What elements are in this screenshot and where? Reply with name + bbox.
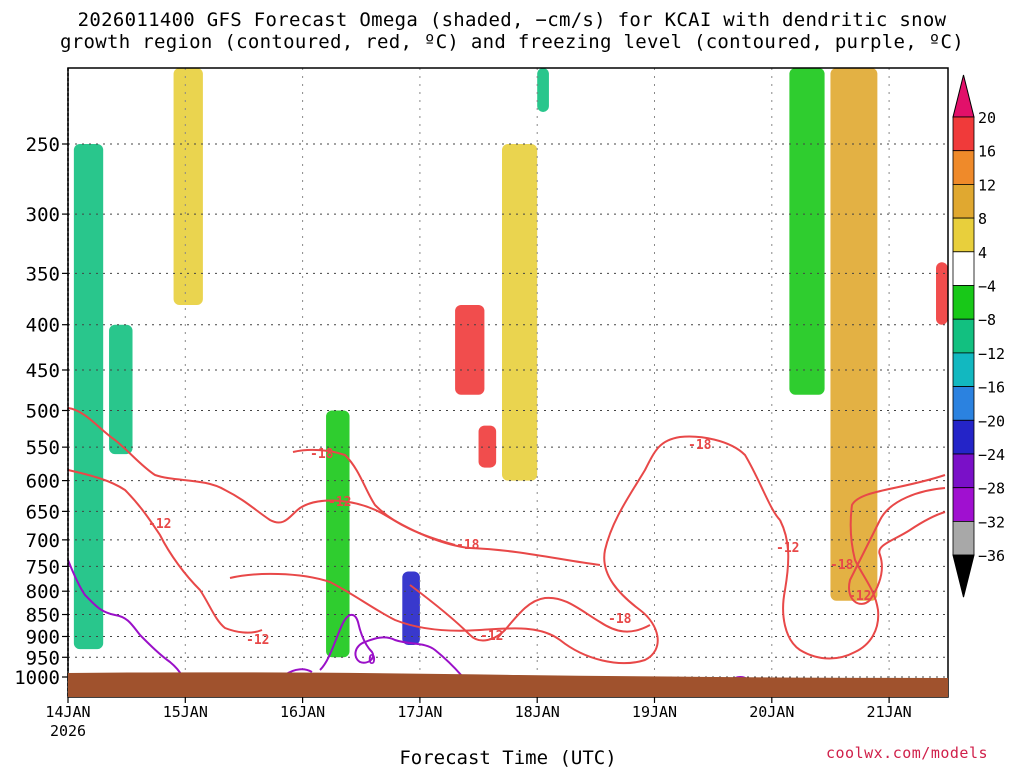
colorbar-segment	[952, 150, 975, 185]
y-tick-label: 300	[26, 204, 60, 226]
x-tick-label: 14JAN	[45, 703, 90, 721]
colorbar-level-label: −4	[978, 278, 996, 296]
y-tick-label: 750	[26, 556, 60, 578]
y-tick-label: 500	[26, 401, 60, 423]
contour-label: -18	[688, 438, 712, 453]
y-tick-label: 650	[26, 501, 60, 523]
omega-shading-layer	[73, 68, 948, 658]
colorbar-segment	[952, 487, 975, 522]
x-tick-label: 17JAN	[397, 703, 442, 721]
y-tick-label: 850	[26, 605, 60, 627]
colorbar-segment	[952, 251, 975, 286]
omega-shaded-region	[936, 262, 948, 325]
colorbar-level-label: −32	[978, 513, 1005, 531]
omega-shaded-region	[789, 68, 825, 395]
x-tick-label: 20JAN	[749, 703, 794, 721]
ground-fill	[68, 672, 948, 697]
x-tick-sublabel: 2026	[50, 722, 86, 740]
colorbar-level-label: 20	[978, 109, 996, 127]
y-tick-label: 250	[26, 134, 60, 156]
colorbar-segment	[952, 116, 975, 152]
x-axis-title: Forecast Time (UTC)	[399, 747, 616, 768]
colorbar-segment	[952, 183, 975, 219]
contour-label: -18	[830, 558, 854, 573]
omega-shaded-region	[830, 68, 878, 601]
dgz-contour-minus12-bottom	[409, 584, 651, 642]
omega-shaded-region	[402, 571, 420, 645]
colorbar-segment	[952, 285, 975, 320]
omega-shaded-region	[502, 144, 538, 481]
colorbar-level-label: −28	[978, 480, 1005, 498]
dgz-contour-minus12-lower	[67, 407, 601, 566]
colorbar-bottom-arrow	[952, 554, 975, 598]
colorbar-level-label: 4	[978, 244, 987, 262]
contour-label: -12	[246, 633, 269, 648]
y-tick-label: 350	[26, 263, 60, 285]
colorbar-level-label: −36	[978, 547, 1005, 565]
colorbar-segment	[952, 419, 975, 455]
dgz-contour-minus18-loop	[229, 435, 781, 664]
colorbar-level-label: −12	[978, 345, 1005, 363]
y-tick-label: 450	[26, 360, 60, 382]
colorbar-level-label: 8	[978, 210, 987, 228]
y-tick-label: 550	[26, 437, 60, 459]
contour-label: -12	[480, 629, 503, 644]
dgz-contour-minus12-right	[848, 487, 946, 605]
colorbar-level-label: −20	[978, 412, 1005, 430]
y-tick-label: 950	[26, 647, 60, 669]
omega-shaded-region	[478, 425, 497, 468]
contour-label: -12	[148, 517, 171, 532]
y-tick-label: 700	[26, 530, 60, 552]
colorbar-segment	[952, 318, 975, 354]
source-credit: coolwx.com/models	[826, 744, 989, 762]
omega-shaded-region	[326, 410, 350, 658]
x-tick-label: 18JAN	[515, 703, 560, 721]
colorbar-level-label: −16	[978, 379, 1005, 397]
x-tick-label: 15JAN	[163, 703, 208, 721]
contour-label: -18	[608, 612, 632, 627]
freezing-level-contour-left	[67, 559, 183, 677]
contour-label: -12	[328, 495, 351, 510]
chart-title-line-2: growth region (contoured, red, ºC) and f…	[60, 31, 964, 53]
gridlines	[68, 68, 948, 697]
x-tick-label: 16JAN	[280, 703, 325, 721]
colorbar-segment	[952, 453, 975, 489]
omega-shaded-region	[537, 68, 549, 112]
dgz-contour-minus18-right	[779, 474, 946, 660]
x-tick-label: 19JAN	[632, 703, 677, 721]
y-tick-label: 400	[26, 315, 60, 337]
contour-label: -12	[848, 589, 871, 604]
y-axis: 2503003504004505005506006507007508008509…	[14, 134, 68, 689]
dgz-contour-minus18-mid	[292, 448, 456, 546]
colorbar-segment	[952, 352, 975, 387]
colorbar-segment	[952, 521, 975, 556]
ground-surface	[68, 672, 948, 697]
contour-label: -18	[456, 538, 480, 553]
colorbar-level-label: 12	[978, 176, 996, 194]
omega-shaded-region	[73, 144, 104, 650]
omega-shaded-region	[109, 324, 133, 455]
colorbar-segment	[952, 217, 975, 253]
colorbar-top-arrow	[952, 74, 975, 118]
colorbar: 20 16 12 8 4 −4 −8 −12 −16 −20 −24 −28 −32 −36	[952, 74, 1005, 598]
dgz-contour-minus12-upper	[67, 469, 263, 634]
chart-title-line-1: 2026011400 GFS Forecast Omega (shaded, −…	[77, 9, 947, 31]
x-tick-label: 21JAN	[867, 703, 912, 721]
colorbar-level-label: −24	[978, 446, 1005, 464]
y-tick-label: 800	[26, 581, 60, 603]
y-tick-label: 1000	[14, 667, 60, 689]
contour-label: -18	[310, 447, 334, 462]
contour-label: -12	[776, 541, 799, 556]
y-tick-label: 900	[26, 626, 60, 648]
omega-shaded-region	[173, 68, 203, 305]
colorbar-level-label: 16	[978, 143, 996, 161]
colorbar-level-label: −8	[978, 311, 996, 329]
contour-labels: -12 -12 -18 -12 -18 -12 -18 -18 -12 -18 …	[148, 438, 871, 668]
y-tick-label: 600	[26, 471, 60, 493]
colorbar-segment	[952, 386, 975, 421]
freezing-level-label: 0	[368, 653, 376, 668]
omega-shaded-region	[455, 304, 485, 395]
